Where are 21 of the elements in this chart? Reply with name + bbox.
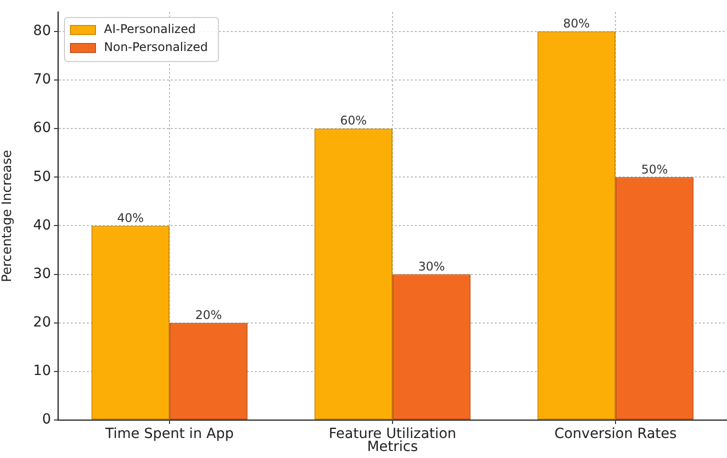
y-axis-title: Percentage Increase xyxy=(0,150,16,282)
legend-label: Non-Personalized xyxy=(104,40,208,54)
y-tick-label: 30 xyxy=(33,266,51,282)
data-label: 20% xyxy=(195,308,222,322)
y-tick-label: 0 xyxy=(42,412,51,428)
y-tick-label: 60 xyxy=(33,120,51,136)
y-tick-label: 80 xyxy=(33,23,51,40)
data-label: 60% xyxy=(340,114,367,128)
y-tick-label: 20 xyxy=(33,314,51,330)
data-label: 80% xyxy=(563,16,590,31)
x-axis-title: Metrics xyxy=(367,439,418,456)
x-tick-label: Conversion Rates xyxy=(554,426,677,442)
y-tick-label: 70 xyxy=(33,72,51,88)
data-label: 30% xyxy=(418,259,445,274)
y-tick-label: 10 xyxy=(33,363,51,380)
data-label: 50% xyxy=(641,162,668,176)
legend-label: AI-Personalized xyxy=(104,22,196,36)
y-tick-label: 50 xyxy=(33,168,51,185)
y-tick-label: 40 xyxy=(33,217,51,234)
x-tick-label: Time Spent in App xyxy=(104,426,234,442)
data-label: 40% xyxy=(117,210,144,225)
